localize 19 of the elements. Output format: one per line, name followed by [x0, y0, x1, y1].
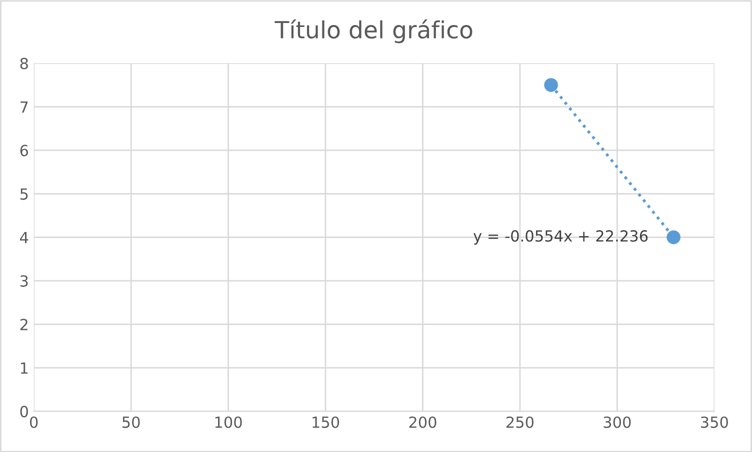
x-tick-label: 350 — [700, 416, 728, 428]
annotation: y = -0.0554x + 22.236 — [473, 230, 648, 245]
y-tick-label: 0 — [20, 406, 28, 418]
chart-title: Título del gráfico — [274, 19, 472, 44]
x-tick-label: 100 — [215, 416, 242, 428]
x-tick-label: 50 — [122, 416, 140, 428]
x-tick-label: 0 — [30, 416, 38, 428]
y-tick-label: 3 — [20, 275, 28, 287]
x-tick-label: 300 — [604, 416, 631, 428]
y-tick-label: 4 — [20, 232, 28, 244]
y-tick-label: 2 — [20, 318, 28, 330]
y-tick-label: 8 — [20, 58, 28, 70]
x-tick-label: 200 — [409, 416, 436, 428]
y-tick-label: 5 — [20, 188, 28, 200]
y-tick-label: 7 — [20, 101, 28, 113]
x-tick-label: 150 — [312, 416, 340, 428]
y-tick-label: 1 — [20, 362, 28, 374]
x-tick-label: 250 — [506, 416, 534, 428]
y-tick-label: 6 — [20, 144, 28, 156]
